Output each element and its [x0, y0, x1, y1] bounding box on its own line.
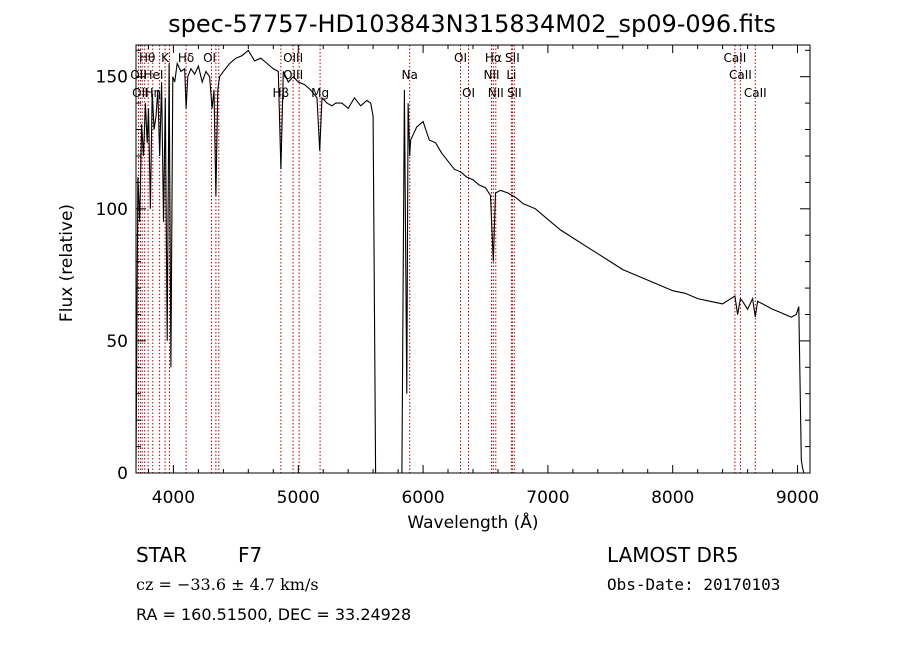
line-label-12: Na	[402, 68, 418, 82]
line-label-22: SII	[507, 86, 522, 100]
y-tick-label-1: 50	[106, 332, 128, 352]
x-axis-label: Wavelength (Å)	[407, 511, 538, 533]
line-label-9: OII	[130, 68, 147, 82]
survey-name: LAMOST DR5	[607, 543, 739, 567]
object-subclass: F7	[238, 543, 262, 567]
coordinates: RA = 160.51500, DEC = 33.24928	[136, 605, 411, 624]
x-tick-label-0: 4000	[152, 488, 195, 508]
line-label-7: SII	[505, 51, 520, 65]
line-label-5: OI	[454, 51, 467, 65]
redshift-cz: cz = −33.6 ± 4.7 km/s	[136, 575, 319, 594]
line-label-0: Hθ	[139, 51, 155, 65]
x-tick-label-1: 5000	[277, 488, 320, 508]
line-label-10: HeI	[144, 68, 164, 82]
chart-title: spec-57757-HD103843N315834M02_sp09-096.f…	[168, 10, 776, 38]
y-axis-label: Flux (relative)	[57, 204, 77, 322]
line-label-6: Hα	[485, 51, 502, 65]
x-tick-label-5: 9000	[776, 488, 819, 508]
line-label-1: K	[161, 51, 170, 65]
y-tick-label-2: 100	[96, 200, 128, 220]
x-tick-label-3: 7000	[526, 488, 569, 508]
y-tick-label-0: 0	[117, 464, 128, 484]
x-tick-label-2: 6000	[401, 488, 444, 508]
line-label-4: OIII	[283, 51, 303, 65]
x-tick-label-4: 8000	[651, 488, 694, 508]
spectrum-line	[135, 49, 805, 474]
line-label-15: CaII	[729, 68, 752, 82]
line-label-14: Li	[506, 68, 516, 82]
x-axis-ticks: 4000 5000 6000 7000 8000 9000	[148, 45, 819, 508]
y-axis-ticks: 0 50 100 150	[96, 49, 810, 484]
line-label-11: OIII	[283, 68, 303, 82]
object-class: STAR	[136, 543, 187, 567]
y-tick-label-3: 150	[96, 68, 128, 88]
observation-date: Obs-Date: 20170103	[607, 575, 780, 594]
line-label-18: Hβ	[273, 86, 290, 100]
line-label-20: OI	[462, 86, 475, 100]
line-label-8: CaII	[723, 51, 746, 65]
plot-frame	[135, 44, 811, 474]
line-label-3: OI	[203, 51, 216, 65]
line-label-13: NII	[483, 68, 499, 82]
line-label-23: CaII	[744, 86, 767, 100]
line-label-2: Hδ	[178, 51, 194, 65]
line-label-21: NII	[488, 86, 504, 100]
spectral-line-markers	[138, 45, 756, 473]
